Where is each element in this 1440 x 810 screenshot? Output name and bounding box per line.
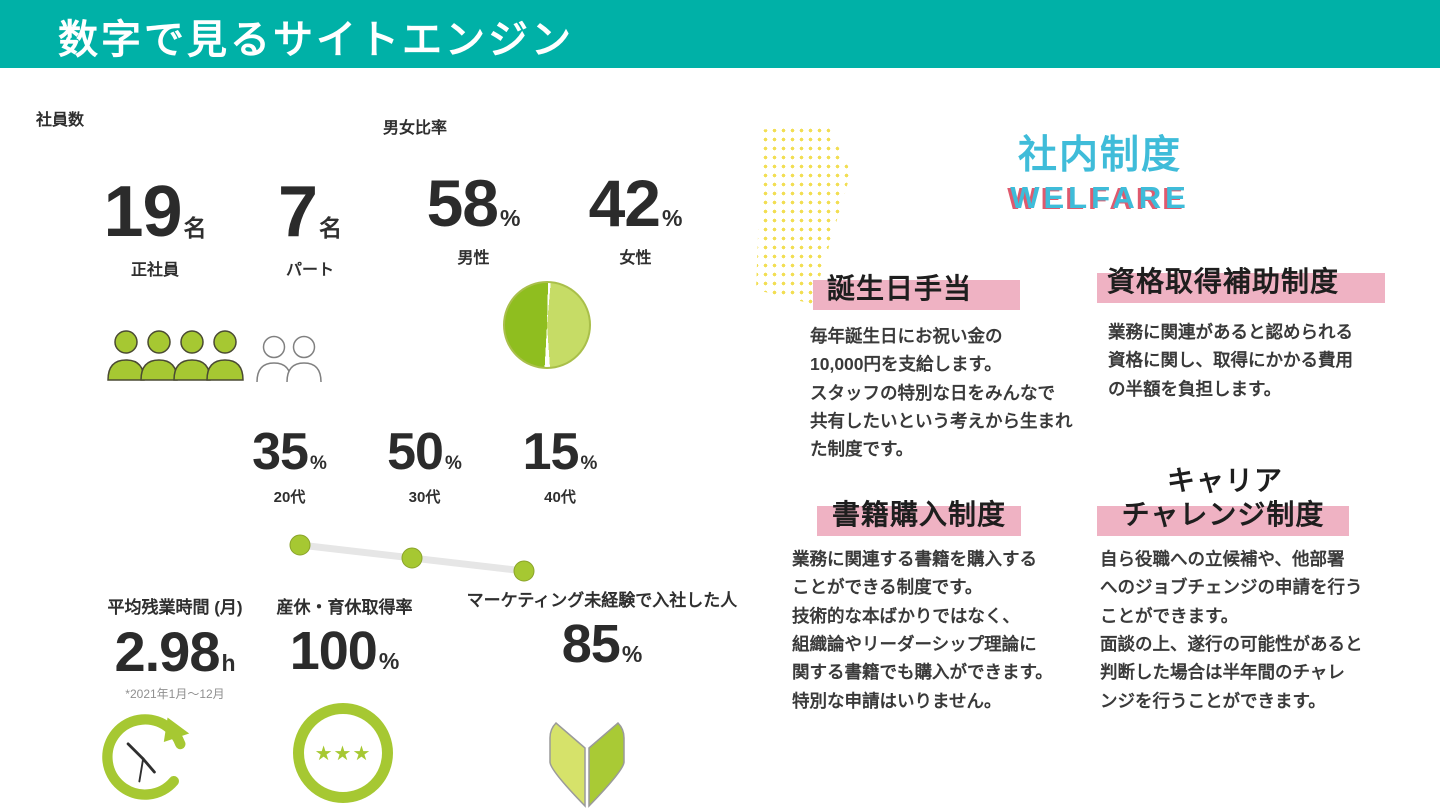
trend-dot <box>513 560 535 582</box>
stat-fulltime-unit: 名 <box>183 215 207 241</box>
overtime-value: 2.98 <box>114 620 220 683</box>
card-birthday-title: 誕生日手当 <box>813 271 1020 310</box>
beginner-mark-icon <box>549 721 625 808</box>
page-title: 数字で見るサイトエンジン <box>58 18 574 62</box>
overtime-note: *2021年1月～12月 <box>125 687 225 701</box>
inexperienced-unit: % <box>621 641 643 667</box>
stat-age-20s: 35% 20代 <box>222 426 357 507</box>
stat-female-caption: 女性 <box>619 250 652 267</box>
stat-age-30s: 50% 30代 <box>357 426 492 507</box>
inexperienced-label: マーケティング未経験で入社した人 <box>466 591 738 610</box>
stat-parttime-unit: 名 <box>319 215 343 241</box>
stat-fulltime: 19名 正社員 <box>70 176 240 280</box>
welfare-title-en: WELFARE <box>1010 180 1190 215</box>
stat-leave: 産休・育休取得率 100% <box>252 593 437 678</box>
stat-age-30s-caption: 30代 <box>408 489 441 506</box>
stat-fulltime-caption: 正社員 <box>130 262 179 279</box>
stat-male-value: 58 <box>426 166 499 240</box>
stat-age-40s-value: 15 <box>522 423 580 481</box>
welfare-title-jp: 社内制度 <box>1017 134 1182 177</box>
card-books-body: 業務に関連する書籍を購入する ことができる制度です。 技術的な本ばかりではなく、… <box>792 549 1053 711</box>
card-career-title-line1: キャリア <box>1166 465 1283 496</box>
stat-age-40s: 15% 40代 <box>490 426 630 507</box>
stat-parttime: 7名 パート <box>240 176 380 280</box>
stat-age-40s-caption: 40代 <box>544 489 576 506</box>
card-career-title: チャレンジ制度 <box>1097 497 1349 536</box>
stat-age-20s-caption: 20代 <box>273 489 306 506</box>
stat-parttime-caption: パート <box>285 262 334 279</box>
stat-male-unit: % <box>499 205 521 231</box>
overtime-label: 平均残業時間 (月) <box>107 598 243 617</box>
leave-label: 産休・育休取得率 <box>276 598 413 617</box>
gender-pie-chart <box>503 281 591 369</box>
employees-label: 社員数 <box>36 112 85 129</box>
stars-ring-icon: ★★★ <box>293 703 393 803</box>
trend-dot <box>289 534 311 556</box>
stars-glyphs: ★★★ <box>314 742 372 765</box>
gender-label: 男女比率 <box>383 120 448 137</box>
leave-value: 100 <box>289 621 378 681</box>
stat-overtime: 平均残業時間 (月) 2.98h *2021年1月～12月 <box>55 593 295 702</box>
stat-age-30s-unit: % <box>444 453 462 474</box>
person-filled-icon <box>107 330 244 381</box>
stat-female-unit: % <box>661 205 683 231</box>
stat-age-20s-unit: % <box>309 453 327 474</box>
trend-dot <box>401 547 423 569</box>
header-bar: 数字で見るサイトエンジン <box>0 0 1440 68</box>
leave-unit: % <box>378 648 400 674</box>
stat-age-30s-value: 50 <box>387 423 444 481</box>
stat-inexperienced: マーケティング未経験で入社した人 85% <box>462 586 742 671</box>
stat-age-40s-unit: % <box>580 453 598 474</box>
age-trend-line-chart <box>289 534 535 582</box>
overtime-unit: h <box>221 650 236 676</box>
stat-male: 58% 男性 <box>396 170 551 268</box>
stat-parttime-value: 7 <box>277 172 318 252</box>
card-career-body: 自ら役職への立候補や、他部署 へのジョブチェンジの申請を行う ことができます。 … <box>1100 549 1363 711</box>
card-qualification-body: 業務に関連があると認められる 資格に関し、取得にかかる費用 の半額を負担します。 <box>1108 322 1353 399</box>
stat-age-20s-value: 35 <box>252 423 309 481</box>
stat-fulltime-value: 19 <box>103 172 182 252</box>
stat-female-value: 42 <box>588 166 661 240</box>
card-books-title: 書籍購入制度 <box>817 497 1021 536</box>
people-icons <box>107 330 322 383</box>
card-birthday-body: 毎年誕生日にお祝い金の 10,000円を支給します。 スタッフの特別な日をみんな… <box>810 326 1073 460</box>
stat-male-caption: 男性 <box>457 250 490 267</box>
stat-female: 42% 女性 <box>558 170 713 268</box>
card-qualification-title: 資格取得補助制度 <box>1097 264 1385 303</box>
person-outline-icon <box>256 335 322 383</box>
inexperienced-value: 85 <box>561 614 621 674</box>
clock-refresh-icon <box>102 714 190 800</box>
